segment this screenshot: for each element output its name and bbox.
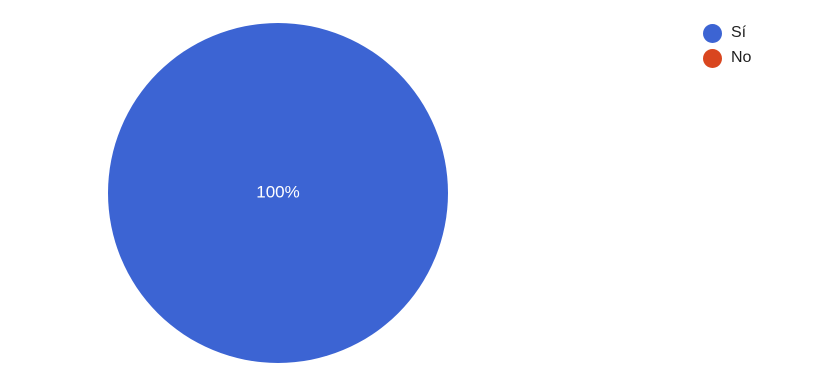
pie-slice-label-si: 100%	[256, 182, 299, 201]
legend-item-no[interactable]: No	[703, 48, 751, 68]
pie-slice-si[interactable]	[108, 23, 448, 363]
legend-swatch-si	[703, 23, 722, 43]
legend: Sí No	[703, 23, 751, 68]
legend-label-si: Sí	[731, 24, 747, 41]
pie-slice-labels: 100%	[256, 182, 299, 201]
pie-slices	[108, 23, 448, 363]
legend-item-si[interactable]: Sí	[703, 23, 751, 43]
legend-label-no: No	[731, 49, 752, 66]
legend-swatch-no	[703, 48, 722, 68]
